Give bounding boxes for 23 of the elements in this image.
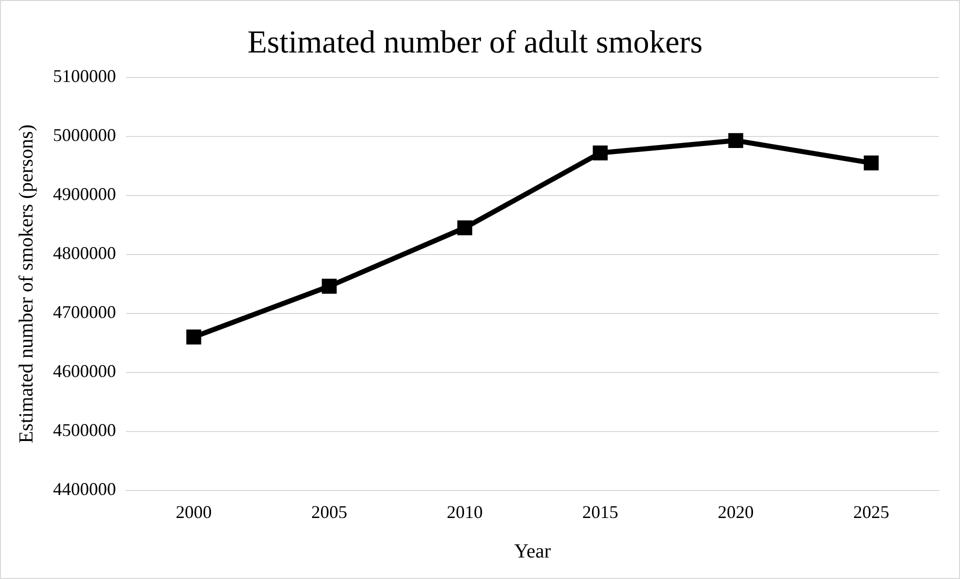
point bbox=[457, 220, 472, 236]
y-tick-label: 5000000 bbox=[53, 125, 116, 146]
point bbox=[322, 278, 337, 294]
y-axis-title: Estimated number of smokers (persons) bbox=[15, 124, 38, 444]
point bbox=[728, 133, 744, 148]
point bbox=[864, 156, 879, 170]
x-tick-label: 2005 bbox=[311, 502, 348, 522]
chart-title: Estimated number of adult smokers bbox=[247, 24, 703, 60]
x-tick-label: 2010 bbox=[446, 502, 483, 522]
y-tick-label: 4900000 bbox=[53, 184, 116, 204]
point bbox=[186, 330, 202, 344]
y-tick-label: 4400000 bbox=[53, 479, 116, 500]
point bbox=[592, 145, 608, 160]
y-tick-label: 4600000 bbox=[53, 361, 116, 382]
y-tick-label: 4800000 bbox=[53, 243, 116, 264]
x-tick-label: 2020 bbox=[718, 502, 754, 522]
x-axis-title: Year bbox=[514, 540, 552, 562]
y-tick-label: 4700000 bbox=[53, 302, 116, 322]
x-tick-label: 2015 bbox=[582, 502, 618, 522]
y-tick-label: 5100000 bbox=[53, 66, 116, 86]
y-tick-label: 4500000 bbox=[53, 420, 116, 440]
x-tick-label: 2025 bbox=[853, 502, 890, 522]
x-tick-label: 2000 bbox=[176, 502, 212, 522]
